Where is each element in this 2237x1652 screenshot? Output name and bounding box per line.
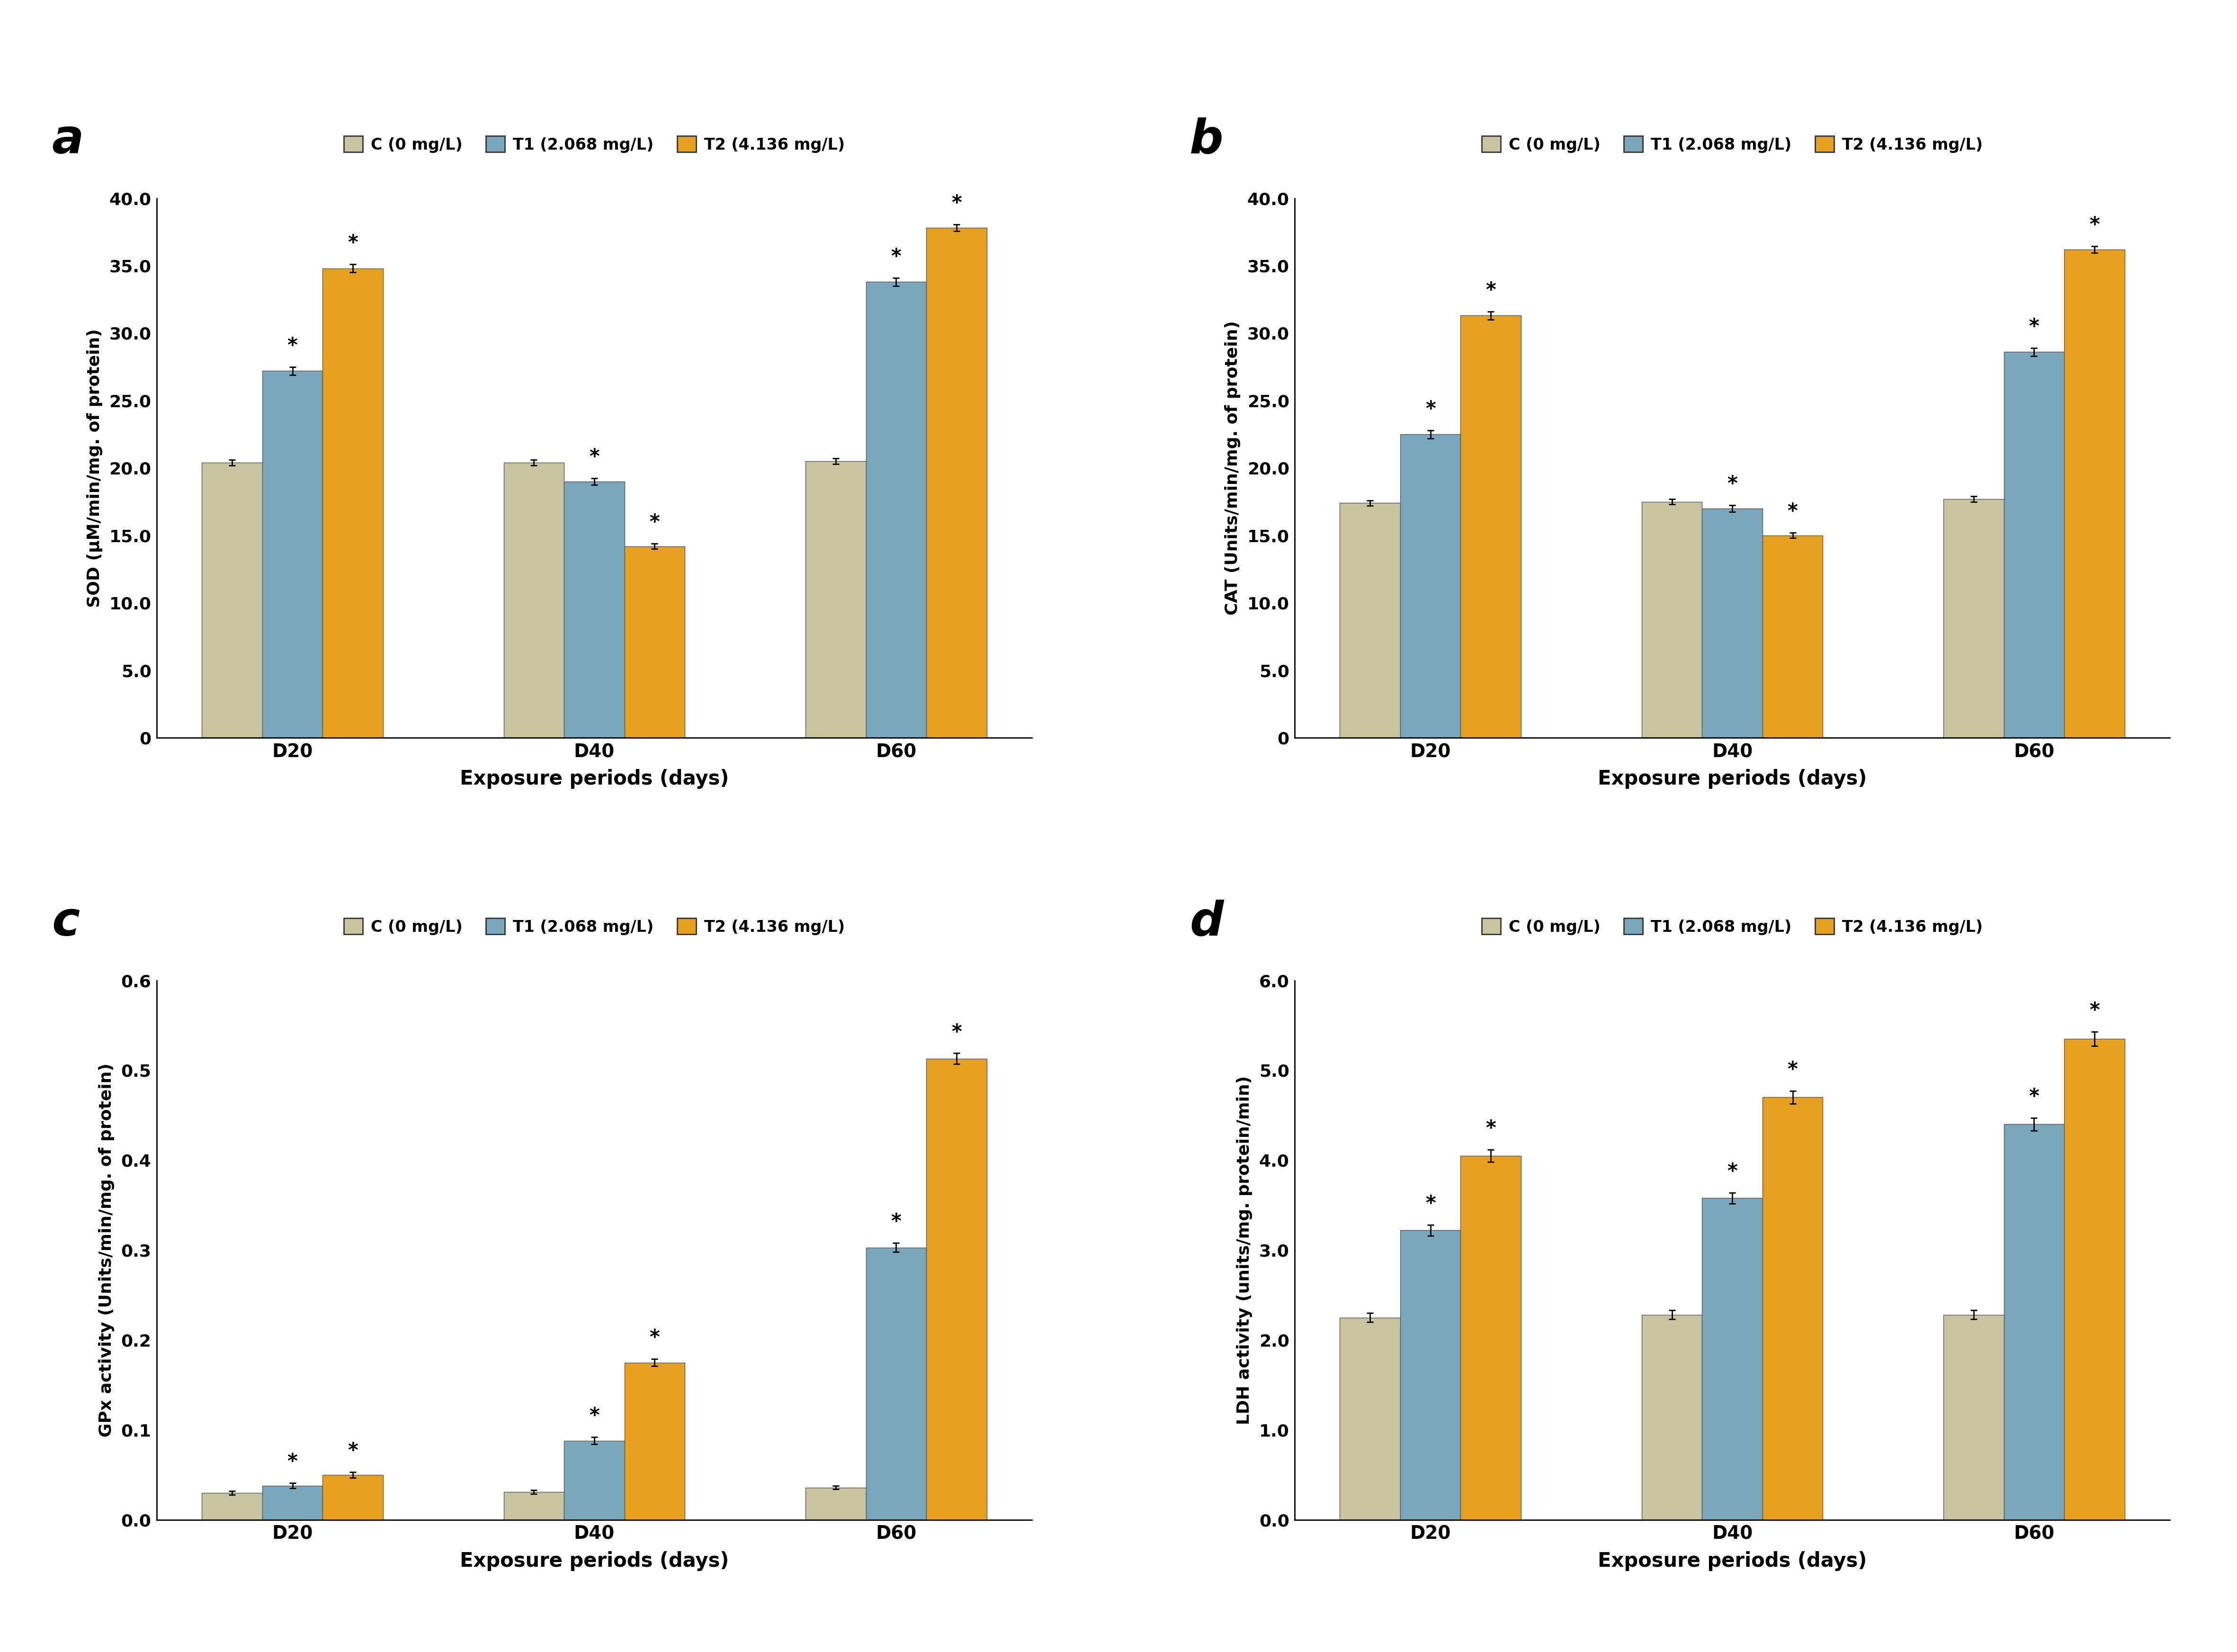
Bar: [1400, 1231, 1461, 1520]
Bar: [805, 1487, 866, 1520]
Text: *: *: [2089, 1001, 2101, 1021]
Bar: [322, 1475, 383, 1520]
Legend: C (0 mg/L), T1 (2.068 mg/L), T2 (4.136 mg/L): C (0 mg/L), T1 (2.068 mg/L), T2 (4.136 m…: [344, 919, 846, 935]
Bar: [564, 481, 624, 738]
Text: b: b: [1190, 117, 1224, 164]
Bar: [201, 463, 262, 738]
Bar: [1642, 1315, 1702, 1520]
Bar: [1461, 316, 1521, 738]
Text: *: *: [1787, 502, 1799, 522]
Text: *: *: [1787, 1061, 1799, 1080]
Text: *: *: [2089, 215, 2101, 235]
Bar: [2004, 352, 2065, 738]
Bar: [2065, 1039, 2125, 1520]
Bar: [624, 547, 685, 738]
Bar: [1461, 1156, 1521, 1520]
Bar: [2004, 1125, 2065, 1520]
Y-axis label: LDH activity (units/mg. protein/min): LDH activity (units/mg. protein/min): [1237, 1075, 1253, 1424]
X-axis label: Exposure periods (days): Exposure periods (days): [1597, 1551, 1868, 1571]
Text: *: *: [588, 448, 600, 468]
Text: *: *: [951, 193, 962, 213]
Text: *: *: [286, 335, 298, 357]
Bar: [564, 1441, 624, 1520]
Bar: [1642, 502, 1702, 738]
Text: *: *: [1727, 1161, 1738, 1181]
Bar: [926, 228, 987, 738]
Y-axis label: CAT (Units/min/mg. of protein): CAT (Units/min/mg. of protein): [1224, 320, 1242, 615]
Text: *: *: [649, 512, 660, 532]
Bar: [322, 268, 383, 738]
Text: *: *: [1485, 281, 1497, 301]
Text: *: *: [2029, 317, 2040, 337]
Bar: [1340, 502, 1400, 738]
Bar: [1944, 1315, 2004, 1520]
Bar: [503, 463, 564, 738]
Bar: [866, 1247, 926, 1520]
Text: *: *: [1727, 474, 1738, 494]
Legend: C (0 mg/L), T1 (2.068 mg/L), T2 (4.136 mg/L): C (0 mg/L), T1 (2.068 mg/L), T2 (4.136 m…: [344, 135, 846, 152]
Bar: [1340, 1318, 1400, 1520]
Legend: C (0 mg/L), T1 (2.068 mg/L), T2 (4.136 mg/L): C (0 mg/L), T1 (2.068 mg/L), T2 (4.136 m…: [1481, 919, 1982, 935]
Text: *: *: [649, 1328, 660, 1348]
Bar: [624, 1363, 685, 1520]
Y-axis label: GPx activity (Units/min/mg. of protein): GPx activity (Units/min/mg. of protein): [98, 1064, 114, 1437]
Y-axis label: SOD (μM/min/mg. of protein): SOD (μM/min/mg. of protein): [87, 329, 103, 608]
Bar: [1400, 434, 1461, 738]
Text: a: a: [51, 117, 83, 164]
Bar: [1763, 535, 1823, 738]
Bar: [926, 1059, 987, 1520]
Text: *: *: [588, 1406, 600, 1426]
Text: *: *: [347, 233, 358, 253]
Text: *: *: [347, 1442, 358, 1462]
Bar: [201, 1493, 262, 1520]
Text: d: d: [1190, 899, 1224, 945]
Text: *: *: [890, 248, 902, 268]
Bar: [262, 1485, 322, 1520]
Bar: [1702, 509, 1763, 738]
Bar: [805, 461, 866, 738]
Bar: [1944, 499, 2004, 738]
Legend: C (0 mg/L), T1 (2.068 mg/L), T2 (4.136 mg/L): C (0 mg/L), T1 (2.068 mg/L), T2 (4.136 m…: [1481, 135, 1982, 152]
Bar: [262, 370, 322, 738]
X-axis label: Exposure periods (days): Exposure periods (days): [459, 768, 729, 788]
Text: *: *: [1425, 400, 1436, 420]
Text: *: *: [2029, 1087, 2040, 1107]
Text: *: *: [1485, 1118, 1497, 1138]
Bar: [866, 282, 926, 738]
X-axis label: Exposure periods (days): Exposure periods (days): [1597, 768, 1868, 788]
Bar: [2065, 249, 2125, 738]
Text: c: c: [51, 899, 81, 945]
Bar: [503, 1492, 564, 1520]
Text: *: *: [286, 1452, 298, 1472]
Text: *: *: [890, 1213, 902, 1232]
X-axis label: Exposure periods (days): Exposure periods (days): [459, 1551, 729, 1571]
Text: *: *: [951, 1023, 962, 1042]
Bar: [1763, 1097, 1823, 1520]
Bar: [1702, 1198, 1763, 1520]
Text: *: *: [1425, 1194, 1436, 1214]
